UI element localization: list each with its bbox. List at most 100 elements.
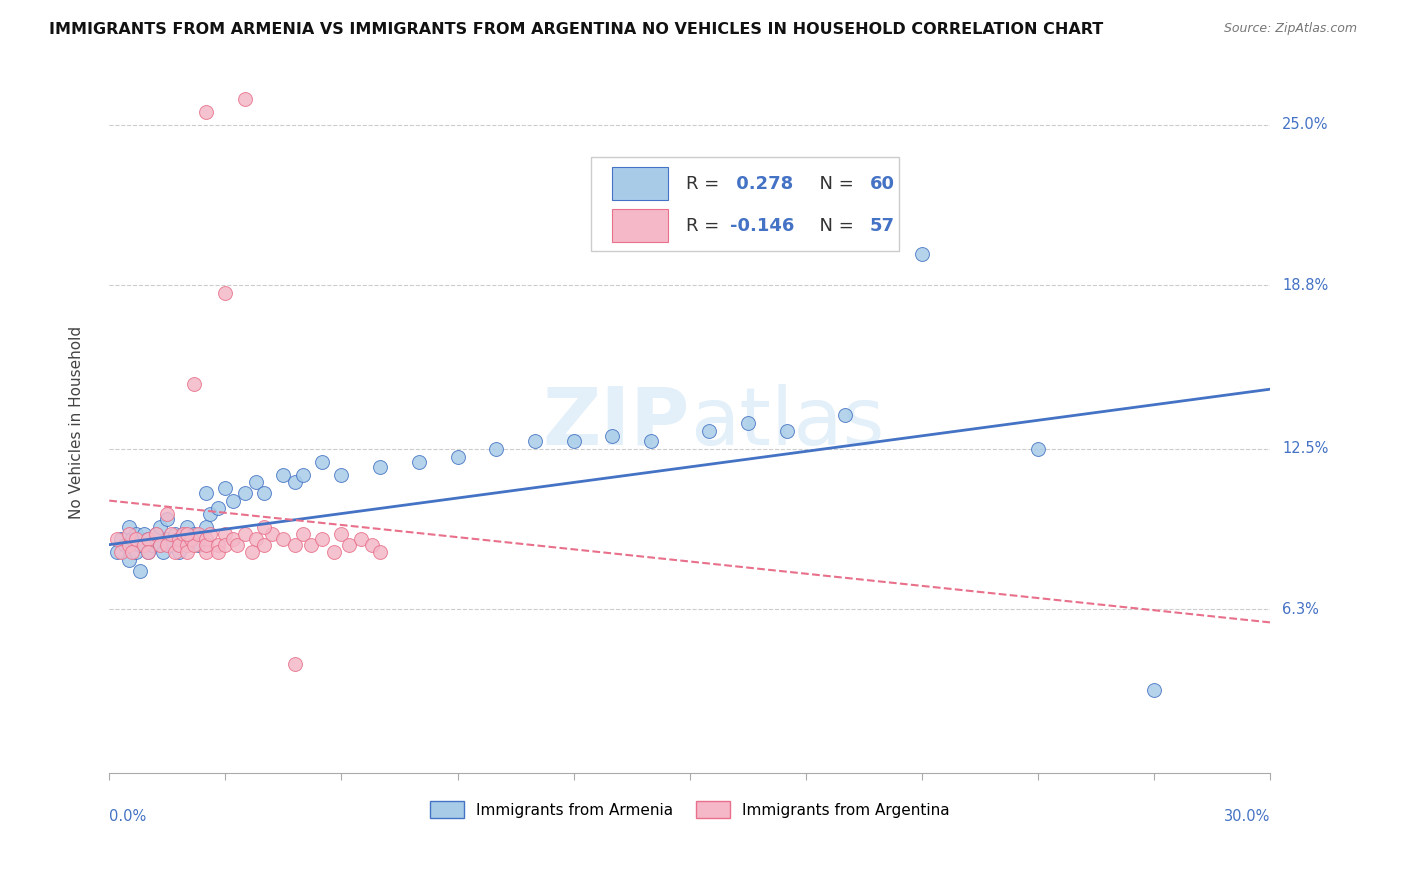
Point — [1026, 442, 1049, 456]
Point — [834, 408, 856, 422]
Point — [361, 538, 384, 552]
Point — [245, 533, 267, 547]
Point — [176, 538, 198, 552]
Point — [160, 527, 183, 541]
Point — [207, 501, 229, 516]
Point — [121, 533, 143, 547]
Point — [117, 553, 139, 567]
Point — [156, 533, 179, 547]
Point — [132, 538, 155, 552]
Point — [125, 527, 148, 541]
Text: 60: 60 — [870, 175, 894, 193]
Text: 6.3%: 6.3% — [1282, 602, 1319, 617]
Text: 57: 57 — [870, 217, 894, 235]
Text: N =: N = — [808, 175, 859, 193]
Point — [129, 538, 152, 552]
Point — [602, 429, 624, 443]
Point — [284, 657, 307, 671]
Point — [172, 527, 194, 541]
Point — [141, 538, 163, 552]
Point — [145, 527, 167, 541]
Point — [284, 475, 307, 490]
Point — [214, 527, 236, 541]
Point — [152, 545, 174, 559]
Point — [253, 519, 276, 533]
Point — [214, 286, 236, 301]
Point — [242, 545, 264, 559]
Text: 0.278: 0.278 — [731, 175, 793, 193]
Point — [132, 527, 155, 541]
Point — [640, 434, 662, 448]
Point — [105, 533, 128, 547]
Text: atlas: atlas — [690, 384, 884, 462]
Text: -0.146: -0.146 — [731, 217, 794, 235]
Point — [117, 538, 139, 552]
Point — [198, 527, 221, 541]
Text: ZIP: ZIP — [543, 384, 690, 462]
Point — [145, 527, 167, 541]
Point — [253, 538, 276, 552]
Point — [214, 538, 236, 552]
Point — [260, 527, 283, 541]
Point — [163, 545, 186, 559]
Bar — [612, 167, 668, 201]
Point — [337, 538, 360, 552]
Point — [183, 527, 205, 541]
Point — [350, 533, 373, 547]
Point — [446, 450, 468, 464]
Point — [207, 545, 229, 559]
Point — [117, 527, 139, 541]
Point — [110, 533, 132, 547]
Legend: Immigrants from Armenia, Immigrants from Argentina: Immigrants from Armenia, Immigrants from… — [425, 795, 956, 824]
Point — [114, 538, 136, 552]
Point — [322, 545, 344, 559]
Point — [311, 455, 333, 469]
Point — [195, 486, 218, 500]
Point — [121, 545, 143, 559]
Point — [125, 533, 148, 547]
Text: R =: R = — [686, 175, 725, 193]
Text: N =: N = — [808, 217, 859, 235]
Point — [299, 538, 322, 552]
Point — [523, 434, 546, 448]
Point — [697, 424, 720, 438]
Point — [125, 545, 148, 559]
Point — [176, 545, 198, 559]
Point — [195, 538, 218, 552]
Point — [148, 519, 170, 533]
Point — [226, 538, 249, 552]
Point — [222, 493, 245, 508]
Bar — [612, 209, 668, 243]
Point — [156, 512, 179, 526]
Text: R =: R = — [686, 217, 725, 235]
Point — [167, 533, 190, 547]
Point — [198, 507, 221, 521]
Point — [117, 519, 139, 533]
Point — [180, 533, 202, 547]
Point — [183, 538, 205, 552]
Point — [214, 481, 236, 495]
Text: IMMIGRANTS FROM ARMENIA VS IMMIGRANTS FROM ARGENTINA NO VEHICLES IN HOUSEHOLD CO: IMMIGRANTS FROM ARMENIA VS IMMIGRANTS FR… — [49, 22, 1104, 37]
Point — [167, 533, 190, 547]
Point — [167, 545, 190, 559]
Point — [180, 533, 202, 547]
FancyBboxPatch shape — [591, 157, 898, 252]
Point — [330, 527, 353, 541]
Point — [291, 467, 314, 482]
Point — [207, 538, 229, 552]
Point — [195, 104, 218, 119]
Point — [775, 424, 797, 438]
Point — [233, 486, 256, 500]
Text: 18.8%: 18.8% — [1282, 278, 1329, 293]
Point — [136, 545, 159, 559]
Text: 12.5%: 12.5% — [1282, 442, 1329, 457]
Point — [485, 442, 508, 456]
Point — [233, 527, 256, 541]
Point — [148, 538, 170, 552]
Point — [129, 564, 152, 578]
Point — [195, 533, 218, 547]
Point — [136, 533, 159, 547]
Point — [284, 538, 307, 552]
Text: No Vehicles in Household: No Vehicles in Household — [69, 326, 84, 519]
Point — [176, 538, 198, 552]
